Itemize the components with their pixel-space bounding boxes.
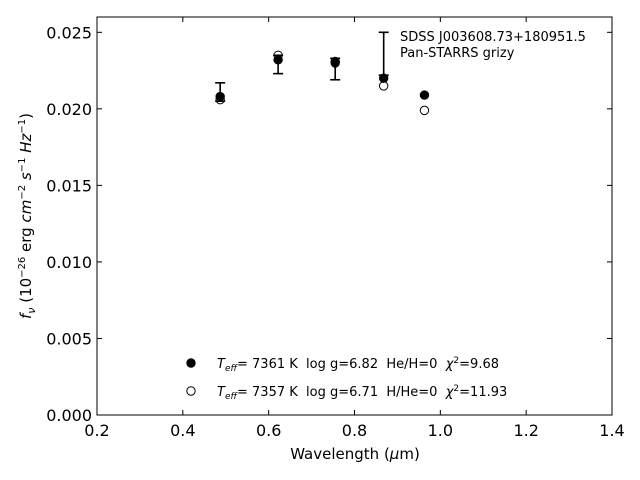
hydrogen-model-point [419, 105, 430, 116]
series-helium-model [215, 55, 430, 102]
helium-model-point [378, 73, 389, 83]
helium-model-point [215, 91, 225, 102]
survey-label: Pan-STARRS grizy [400, 46, 515, 61]
x-tick-label: 1.2 [513, 421, 538, 440]
x-tick-label: 0.2 [84, 421, 109, 440]
y-tick-label: 0.005 [46, 329, 92, 348]
legend-open-marker [186, 386, 196, 396]
series-hydrogen-model [215, 50, 430, 116]
hydrogen-model-point [378, 81, 389, 91]
y-tick-label: 0.000 [46, 406, 92, 425]
legend-entry-1: Teff= 7361 K log g=6.82 He/H=0 χ2=9.68 [217, 356, 499, 374]
x-tick-label: 0.4 [170, 421, 195, 440]
x-tick-label: 0.6 [256, 421, 281, 440]
legend: Teff= 7361 K log g=6.82 He/H=0 χ2=9.68 T… [186, 356, 507, 402]
x-axis: 0.2 0.4 0.6 0.8 1.0 1.2 1.4 [84, 17, 625, 440]
legend-filled-marker [186, 358, 196, 368]
y-tick-label: 0.020 [46, 100, 92, 119]
legend-entry-2: Teff= 7357 K log g=6.71 H/He=0 χ2=11.93 [217, 384, 507, 402]
object-name-label: SDSS J003608.73+180951.5 [400, 30, 586, 45]
x-tick-label: 1.0 [428, 421, 453, 440]
y-tick-label: 0.010 [46, 253, 92, 272]
x-tick-label: 0.8 [342, 421, 367, 440]
plot-frame [96, 16, 613, 416]
hydrogen-model-point [215, 94, 225, 105]
hydrogen-model-point [273, 50, 283, 60]
x-tick-label: 1.4 [599, 421, 624, 440]
y-axis-label: fν (10−26 erg cm−2 s−1 Hz−1) [17, 113, 38, 319]
y-axis: 0.000 0.005 0.010 0.015 0.020 0.025 [46, 23, 612, 425]
y-tick-label: 0.015 [46, 176, 92, 195]
hydrogen-model-point [330, 56, 340, 67]
helium-model-point [419, 90, 430, 100]
error-bars [215, 31, 389, 102]
x-axis-label: Wavelength (μm) [290, 445, 420, 463]
y-tick-label: 0.025 [46, 23, 92, 42]
